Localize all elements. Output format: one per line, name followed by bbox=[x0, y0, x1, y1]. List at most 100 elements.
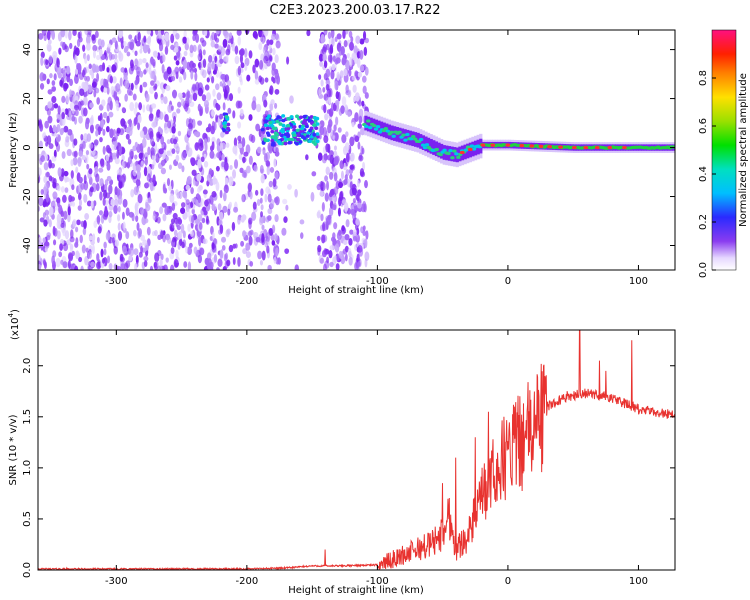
noise-mark bbox=[198, 236, 202, 247]
noise-mark bbox=[90, 261, 95, 268]
noise-mark bbox=[106, 86, 110, 95]
noise-mark bbox=[109, 128, 114, 139]
noise-mark bbox=[232, 169, 237, 179]
noise-mark bbox=[72, 218, 77, 228]
noise-mark bbox=[105, 231, 111, 241]
ridge-core bbox=[366, 119, 371, 123]
noise-mark bbox=[259, 197, 263, 204]
noise-mark bbox=[219, 141, 223, 152]
ridge-core bbox=[377, 130, 383, 134]
noise-mark bbox=[333, 202, 337, 211]
noise-mark bbox=[154, 30, 159, 36]
noise-mark bbox=[352, 84, 357, 93]
noise-mark bbox=[38, 236, 42, 247]
noise-mark bbox=[273, 158, 277, 168]
ridge-band bbox=[450, 146, 454, 162]
noise-mark bbox=[332, 193, 336, 204]
noise-mark bbox=[247, 182, 253, 192]
noise-mark bbox=[220, 73, 226, 80]
noise-mark bbox=[344, 104, 348, 111]
noise-mark bbox=[136, 170, 141, 180]
noise-mark bbox=[92, 233, 96, 242]
noise-mark bbox=[125, 126, 131, 134]
noise-mark bbox=[340, 170, 344, 180]
noise-mark bbox=[44, 182, 49, 193]
noise-mark bbox=[239, 108, 244, 117]
noise-mark bbox=[60, 41, 64, 47]
noise-mark bbox=[273, 233, 278, 242]
noise-mark bbox=[204, 257, 210, 266]
noise-mark bbox=[285, 204, 289, 211]
noise-mark bbox=[78, 199, 82, 207]
noise-mark bbox=[79, 176, 83, 183]
noise-mark bbox=[213, 121, 217, 131]
cluster-mark bbox=[298, 140, 303, 144]
noise-mark bbox=[96, 214, 101, 225]
noise-mark bbox=[311, 171, 317, 177]
noise-mark bbox=[169, 223, 175, 232]
noise-mark bbox=[97, 226, 102, 234]
colorbar-tick-label: 0.2 bbox=[698, 214, 709, 230]
noise-mark bbox=[170, 247, 175, 255]
noise-mark bbox=[64, 30, 68, 39]
noise-mark bbox=[87, 30, 92, 36]
noise-mark bbox=[326, 180, 329, 191]
noise-mark bbox=[166, 150, 171, 156]
cluster-mark bbox=[277, 139, 282, 144]
cluster-mark bbox=[275, 119, 280, 124]
noise-mark bbox=[202, 58, 207, 68]
noise-mark bbox=[137, 193, 143, 204]
snr-x-label: Height of straight line (km) bbox=[288, 585, 424, 596]
noise-mark bbox=[274, 54, 279, 64]
noise-mark bbox=[254, 32, 259, 40]
noise-mark bbox=[122, 211, 125, 220]
ridge-core bbox=[375, 125, 381, 129]
noise-mark bbox=[120, 263, 126, 270]
noise-mark bbox=[101, 62, 106, 72]
colorbar-ticks: 0.0 0.2 0.4 0.6 0.8 bbox=[698, 70, 716, 278]
noise-mark bbox=[140, 245, 143, 254]
noise-mark bbox=[132, 229, 137, 237]
noise-mark bbox=[322, 53, 327, 62]
noise-mark bbox=[45, 171, 51, 178]
noise-mark bbox=[46, 135, 52, 145]
noise-mark bbox=[334, 36, 338, 43]
noise-mark bbox=[145, 93, 150, 103]
noise-mark bbox=[203, 100, 210, 108]
noise-mark bbox=[258, 60, 264, 70]
noise-mark bbox=[136, 222, 140, 231]
noise-mark bbox=[191, 197, 196, 204]
noise-mark bbox=[341, 199, 347, 205]
noise-mark bbox=[250, 134, 256, 144]
noise-mark bbox=[208, 54, 213, 64]
ridge-peak bbox=[467, 147, 473, 152]
ridge-peak bbox=[594, 145, 600, 150]
noise-mark bbox=[224, 74, 230, 83]
noise-mark bbox=[94, 30, 99, 39]
cluster-mark bbox=[289, 115, 294, 119]
noise-mark bbox=[172, 138, 178, 145]
noise-mark bbox=[87, 251, 93, 260]
noise-mark bbox=[331, 37, 335, 47]
noise-mark bbox=[215, 165, 220, 172]
noise-mark bbox=[65, 93, 70, 104]
noise-mark bbox=[178, 76, 183, 83]
noise-mark bbox=[142, 57, 147, 64]
noise-mark bbox=[351, 187, 357, 196]
noise-mark bbox=[122, 221, 126, 231]
noise-mark bbox=[320, 33, 325, 44]
noise-mark bbox=[51, 30, 56, 40]
noise-mark bbox=[364, 238, 368, 249]
noise-mark bbox=[266, 61, 271, 67]
noise-mark bbox=[228, 32, 233, 39]
noise-mark bbox=[216, 92, 222, 101]
noise-mark bbox=[192, 44, 197, 53]
colorbar-tick-label: 0.6 bbox=[698, 118, 709, 134]
noise-mark bbox=[306, 30, 311, 37]
noise-mark bbox=[183, 30, 187, 38]
noise-mark bbox=[95, 129, 99, 137]
noise-mark bbox=[134, 58, 139, 67]
cluster-mark bbox=[281, 118, 286, 123]
noise-mark bbox=[69, 78, 73, 87]
noise-mark bbox=[90, 114, 94, 125]
